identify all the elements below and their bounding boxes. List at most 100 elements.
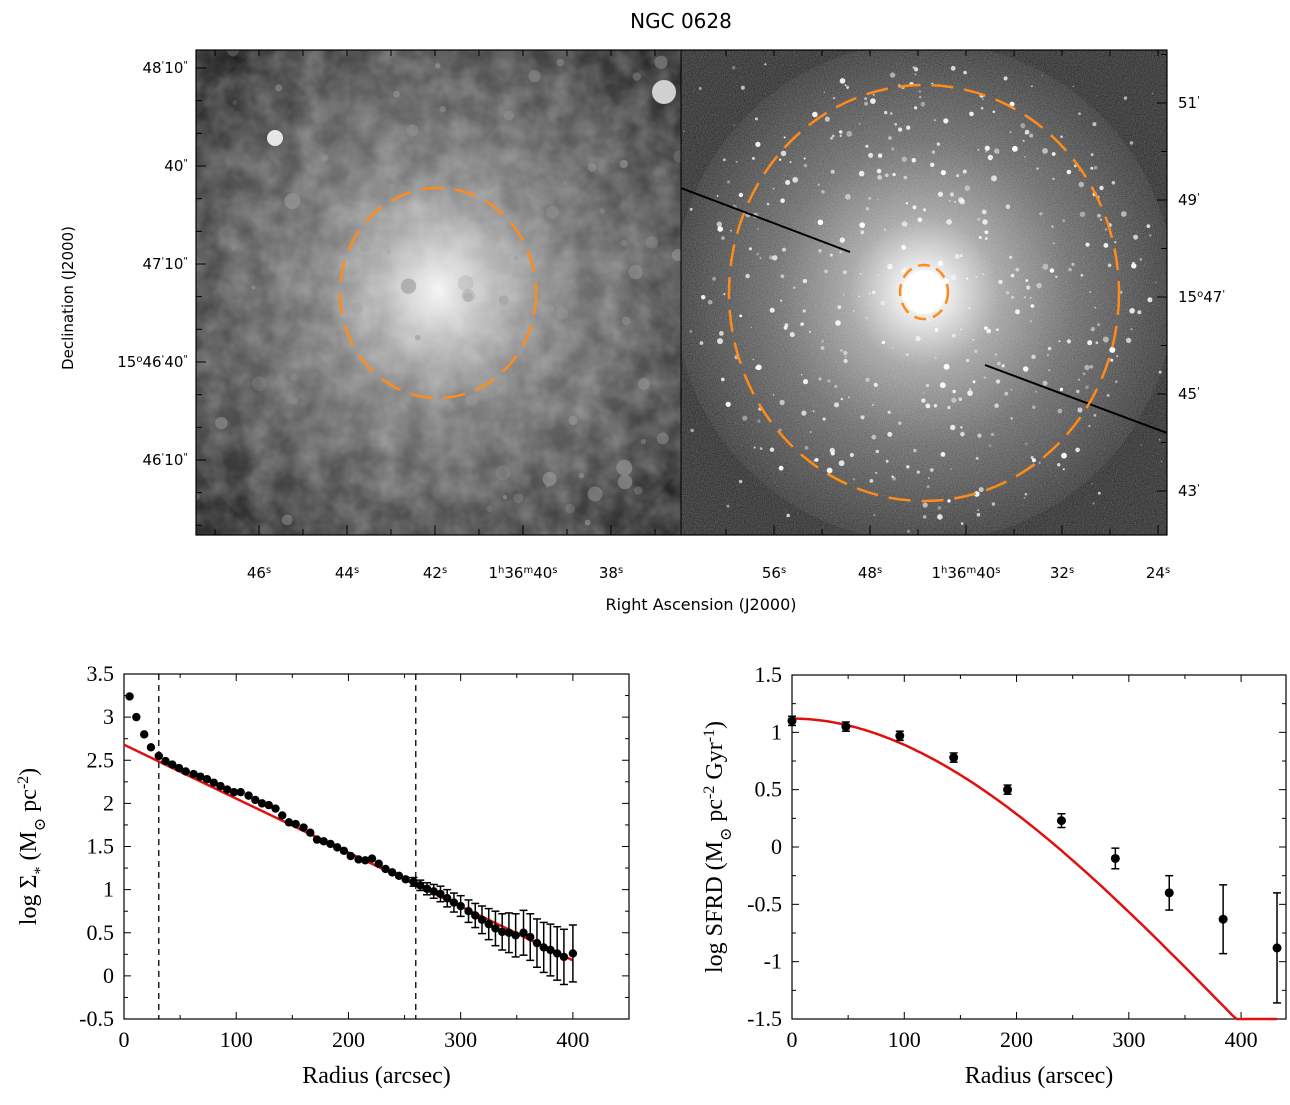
right-knot xyxy=(897,127,903,132)
right-knot xyxy=(738,479,743,484)
left-knot xyxy=(546,206,559,219)
right-knot xyxy=(732,204,735,207)
data-point xyxy=(539,943,548,952)
right-knot xyxy=(779,158,782,161)
left-knot xyxy=(673,150,681,163)
left-knot xyxy=(513,493,524,504)
data-point xyxy=(436,889,445,899)
right-image-star-knots xyxy=(683,63,1162,533)
right-knot xyxy=(1089,365,1094,369)
right-knot xyxy=(1020,123,1026,129)
left-knot xyxy=(634,486,643,495)
right-knot xyxy=(727,180,730,184)
left-knot xyxy=(284,193,301,210)
right-knot xyxy=(1068,267,1072,272)
right-knot xyxy=(997,152,1000,154)
left-knot xyxy=(486,505,493,512)
right-knot xyxy=(914,106,918,110)
right-knot xyxy=(985,237,988,240)
right-knot xyxy=(927,477,930,480)
right-knot xyxy=(1092,502,1096,505)
image-y-axis-label: Declination (J2000) xyxy=(59,226,77,370)
right-knot xyxy=(986,328,992,334)
right-knot xyxy=(689,207,693,211)
right-knot xyxy=(982,219,988,225)
data-point xyxy=(367,854,377,863)
right-knot xyxy=(1042,263,1049,270)
right-knot xyxy=(838,460,845,467)
right-knot xyxy=(903,175,908,180)
data-point xyxy=(464,906,473,916)
right-knot xyxy=(887,431,893,437)
left-knot xyxy=(563,181,568,186)
right-knot xyxy=(823,91,825,94)
left-knot xyxy=(503,110,514,121)
left-knot xyxy=(587,163,597,172)
left-knot xyxy=(434,63,441,69)
left-knot xyxy=(584,519,591,526)
right-knot xyxy=(778,465,784,471)
figure-title: NGC 0628 xyxy=(630,9,732,33)
right-knot xyxy=(719,331,724,336)
data-point xyxy=(354,855,363,864)
right-knot xyxy=(1029,133,1034,138)
right-knot xyxy=(839,348,844,353)
left-knot xyxy=(359,242,370,253)
right-knot xyxy=(789,332,795,338)
right-knot xyxy=(1125,337,1132,344)
right-knot xyxy=(887,263,893,270)
right-ra-tick-label: 56s xyxy=(762,564,786,582)
data-point xyxy=(339,846,349,856)
left-knot xyxy=(619,159,629,169)
right-knot xyxy=(911,157,917,163)
right-knot xyxy=(1005,291,1010,295)
satellite-trail-lower xyxy=(984,364,1167,434)
right-knot xyxy=(844,355,847,358)
right-knot xyxy=(912,66,916,70)
right-knot xyxy=(1154,281,1157,284)
right-knot xyxy=(764,63,767,66)
right-knot xyxy=(1097,213,1101,218)
right-knot xyxy=(1132,261,1135,265)
left-ra-tick-label: 46s xyxy=(247,564,271,582)
right-knot xyxy=(967,390,973,396)
right-knot xyxy=(827,379,831,383)
right-knot xyxy=(1078,181,1085,188)
right-knot xyxy=(922,502,928,508)
right-knot xyxy=(1061,452,1067,459)
right-knot xyxy=(840,397,843,401)
right-knot xyxy=(1123,96,1128,100)
left-knot xyxy=(645,236,658,249)
right-knot xyxy=(824,116,830,122)
right-knot xyxy=(991,502,996,506)
right-knot xyxy=(1107,263,1112,268)
right-knot xyxy=(958,197,964,203)
right-knot xyxy=(877,199,879,201)
right-knot xyxy=(849,452,855,458)
sfr-density-profile-chart: 0 100 200 300 400 -1.5 -1 -0.5 0 0.5 1 1.5 Radius (a… xyxy=(701,662,1287,1089)
right-knot xyxy=(785,180,791,185)
right-knot xyxy=(905,202,909,205)
right-knot xyxy=(888,136,892,140)
right-knot xyxy=(1071,262,1075,266)
data-point xyxy=(526,932,535,942)
right-knot xyxy=(923,392,925,394)
left-knot xyxy=(565,503,576,514)
right-knot xyxy=(1147,297,1153,303)
right-knot xyxy=(739,314,743,318)
right-knot xyxy=(859,272,862,275)
right-knot xyxy=(1129,141,1134,145)
right-knot xyxy=(873,382,878,387)
right-knot xyxy=(1131,263,1137,269)
right-knot xyxy=(1031,458,1036,463)
right-knot xyxy=(1025,442,1028,445)
data-point xyxy=(168,760,177,769)
right-knot xyxy=(930,162,935,167)
right-knot xyxy=(960,426,963,429)
right-knot xyxy=(802,309,806,313)
left-knot xyxy=(556,58,564,67)
right-knot xyxy=(885,459,889,463)
right-knot xyxy=(1092,122,1097,127)
right-knot xyxy=(1140,444,1143,446)
right-knot xyxy=(808,330,812,333)
